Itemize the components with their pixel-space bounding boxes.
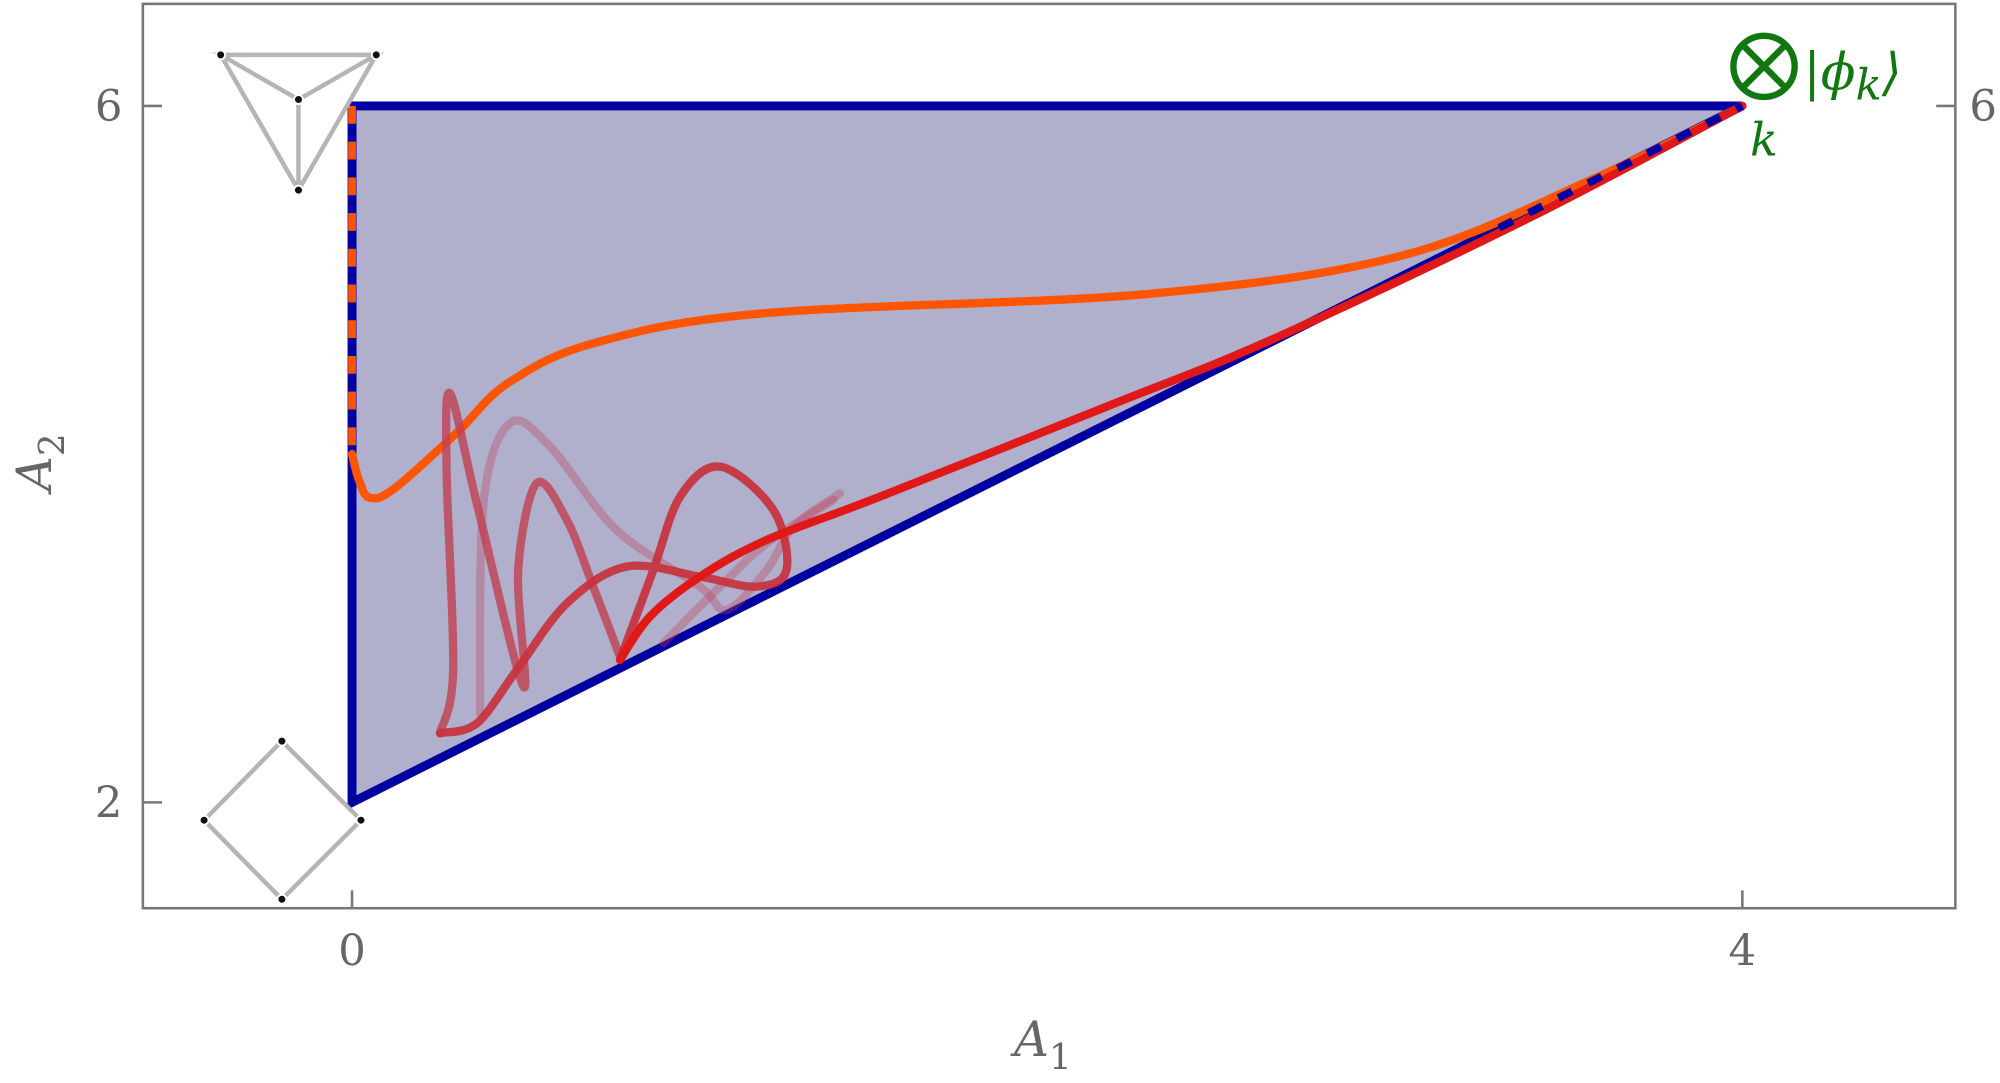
plot-frame [141,2,1957,910]
series-4-curve [435,462,792,738]
x-tick-label: 4 [1729,927,1757,977]
square-graph-icon [198,735,367,905]
k-label: k [1750,113,1778,167]
y-tick-label-right: 6 [1969,82,1997,132]
y-tick-label: 2 [95,779,123,829]
ket-label: |ϕk⟩ [1804,43,1902,110]
x-tick-label: 0 [338,927,366,977]
series-5-curve [615,101,1747,665]
x-axis-label: A1 [1010,1012,1072,1078]
y-axis-label: A2 [7,433,73,495]
otimes-icon [1730,32,1798,101]
series-5-boundary-overlap-dash [1497,102,1745,232]
series-0-curve [347,101,1747,503]
tetrahedron-graph-icon [212,49,385,196]
series-2-curve [659,495,838,648]
state-annotation: |ϕk⟩ k [1730,32,1902,167]
series-1-curve [475,416,845,718]
series-3-curve [435,388,625,738]
y-tick-label: 6 [95,82,123,132]
